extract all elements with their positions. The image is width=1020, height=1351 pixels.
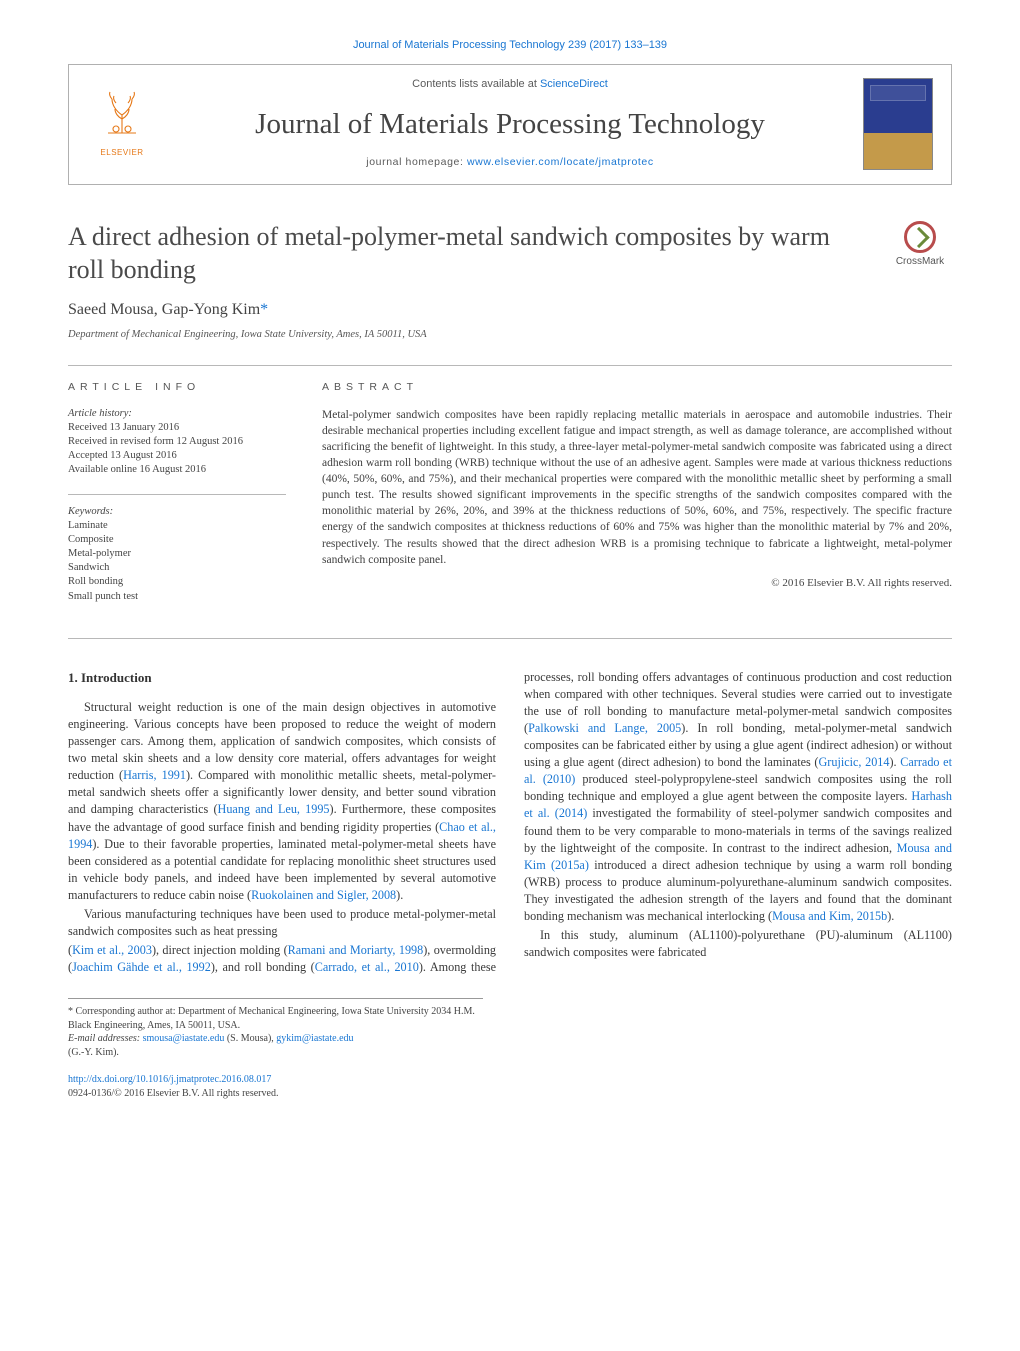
homepage-prefix: journal homepage: xyxy=(366,156,467,168)
journal-citation-top[interactable]: Journal of Materials Processing Technolo… xyxy=(68,38,952,54)
citation-link[interactable]: Grujicic, 2014 xyxy=(818,755,889,769)
corresponding-author-note: * Corresponding author at: Department of… xyxy=(68,1005,483,1032)
author-affiliation: Department of Mechanical Engineering, Io… xyxy=(68,327,952,342)
citation-link[interactable]: Palkowski and Lange, 2005 xyxy=(528,721,681,735)
body-columns: 1. Introduction Structural weight reduct… xyxy=(68,669,952,976)
history-accepted: Accepted 13 August 2016 xyxy=(68,449,286,463)
citation-link[interactable]: Ruokolainen and Sigler, 2008 xyxy=(251,888,396,902)
abstract-copyright: © 2016 Elsevier B.V. All rights reserved… xyxy=(322,576,952,592)
email-link[interactable]: smousa@iastate.edu xyxy=(143,1033,225,1044)
keyword: Laminate xyxy=(68,519,286,533)
citation-link[interactable]: Mousa and Kim, 2015b xyxy=(772,909,887,923)
issn-copyright: 0924-0136/© 2016 Elsevier B.V. All right… xyxy=(68,1087,952,1101)
citation-link[interactable]: Kim et al., 2003 xyxy=(72,943,152,957)
citation-link[interactable]: Ramani and Moriarty, 1998 xyxy=(288,943,424,957)
crossmark-label: CrossMark xyxy=(896,255,944,270)
journal-title: Journal of Materials Processing Technolo… xyxy=(175,103,845,145)
homepage-line: journal homepage: www.elsevier.com/locat… xyxy=(175,155,845,170)
keyword: Metal-polymer xyxy=(68,547,286,561)
doi-link[interactable]: http://dx.doi.org/10.1016/j.jmatprotec.2… xyxy=(68,1073,952,1087)
elsevier-tree-icon xyxy=(98,89,146,145)
section-heading: 1. Introduction xyxy=(68,669,496,687)
history-revised: Received in revised form 12 August 2016 xyxy=(68,435,286,449)
contents-list-line: Contents lists available at ScienceDirec… xyxy=(175,77,845,93)
footnotes: * Corresponding author at: Department of… xyxy=(68,998,483,1059)
email-label: E-mail addresses: xyxy=(68,1033,143,1044)
sciencedirect-link[interactable]: ScienceDirect xyxy=(540,78,608,90)
citation-link[interactable]: Harris, 1991 xyxy=(123,768,186,782)
elsevier-logo: ELSEVIER xyxy=(87,85,157,163)
abstract-head: ABSTRACT xyxy=(322,380,952,395)
citation-link[interactable]: Huang and Leu, 1995 xyxy=(218,802,330,816)
keyword: Sandwich xyxy=(68,561,286,575)
keyword: Small punch test xyxy=(68,590,286,604)
keywords-block: Keywords: Laminate Composite Metal-polym… xyxy=(68,505,286,604)
crossmark-badge[interactable]: CrossMark xyxy=(888,221,952,270)
keyword: Composite xyxy=(68,533,286,547)
body-para: In this study, aluminum (AL1100)-polyure… xyxy=(524,927,952,961)
email-link[interactable]: gykim@iastate.edu xyxy=(276,1033,353,1044)
citation-link[interactable]: Joachim Gähde et al., 1992 xyxy=(72,960,211,974)
history-received: Received 13 January 2016 xyxy=(68,421,286,435)
article-info-head: ARTICLE INFO xyxy=(68,380,286,395)
homepage-link[interactable]: www.elsevier.com/locate/jmatprotec xyxy=(467,156,654,168)
keywords-head: Keywords: xyxy=(68,505,286,519)
email-owner: (S. Mousa), xyxy=(224,1033,276,1044)
contents-prefix: Contents lists available at xyxy=(412,78,540,90)
abstract-text: Metal-polymer sandwich composites have b… xyxy=(322,407,952,568)
doi-block: http://dx.doi.org/10.1016/j.jmatprotec.2… xyxy=(68,1073,952,1100)
crossmark-icon xyxy=(904,221,936,253)
body-para: Structural weight reduction is one of th… xyxy=(68,699,496,904)
article-title: A direct adhesion of metal-polymer-metal… xyxy=(68,221,872,286)
keyword: Roll bonding xyxy=(68,575,286,589)
elsevier-label: ELSEVIER xyxy=(100,147,143,159)
journal-header: ELSEVIER Contents lists available at Sci… xyxy=(68,64,952,185)
email-line: E-mail addresses: smousa@iastate.edu (S.… xyxy=(68,1032,483,1046)
email-owner: (G.-Y. Kim). xyxy=(68,1046,483,1060)
article-history: Article history: Received 13 January 201… xyxy=(68,407,286,478)
journal-cover-thumb xyxy=(863,78,933,170)
author-names: Saeed Mousa, Gap-Yong Kim xyxy=(68,301,260,318)
author-list: Saeed Mousa, Gap-Yong Kim* xyxy=(68,298,952,321)
history-online: Available online 16 August 2016 xyxy=(68,463,286,477)
body-para: Various manufacturing techniques have be… xyxy=(68,906,496,940)
divider xyxy=(68,638,952,639)
history-head: Article history: xyxy=(68,407,286,421)
corresponding-mark: * xyxy=(260,301,268,318)
citation-link[interactable]: Carrado, et al., 2010 xyxy=(315,960,419,974)
divider xyxy=(68,494,286,495)
